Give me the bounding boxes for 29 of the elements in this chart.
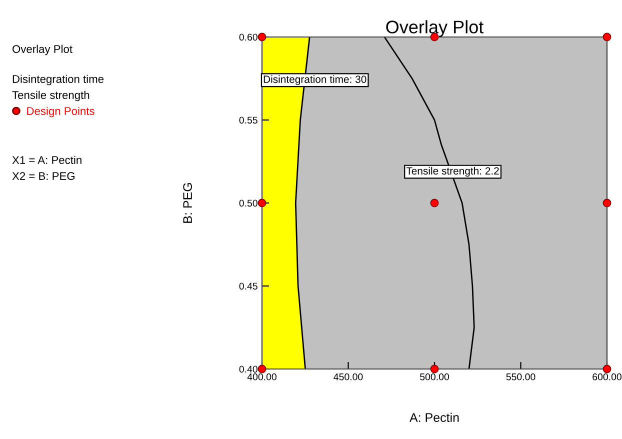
legend-label: Design Points xyxy=(27,106,94,118)
y-axis-title: B: PEG xyxy=(183,183,192,223)
chart-title: Overlay Plot xyxy=(386,20,484,37)
point xyxy=(602,364,612,374)
series-label: Disintegration time: 30 xyxy=(264,75,366,86)
y-tick-label: 0.60 xyxy=(239,34,258,41)
point xyxy=(258,32,266,42)
text: X1 = A: Pectin xyxy=(12,156,82,164)
point xyxy=(430,198,439,208)
text: X2 = B: PEG xyxy=(12,172,74,180)
series-label: Tensile strength: 2.2 xyxy=(406,166,499,177)
x-tick-label: 600.00 xyxy=(592,373,622,380)
y-tick-label: 0.40 xyxy=(239,366,258,373)
point xyxy=(430,364,439,374)
x-axis-title: A: Pectin xyxy=(410,412,459,422)
text: Tensile strength xyxy=(12,90,90,102)
y-tick-label: 0.55 xyxy=(239,116,258,124)
y-tick-label: 0.45 xyxy=(239,282,258,290)
point xyxy=(258,198,266,208)
x-tick-label: 400.00 xyxy=(247,373,276,380)
x-tick-label: 500.00 xyxy=(420,373,449,380)
point xyxy=(258,364,266,374)
text: Overlay Plot xyxy=(12,44,72,56)
text: Disintegration time xyxy=(12,74,104,86)
y-tick-label: 0.50 xyxy=(239,200,258,207)
point xyxy=(602,32,612,42)
point xyxy=(602,198,612,208)
x-tick-label: 450.00 xyxy=(334,373,363,380)
x-tick-label: 550.00 xyxy=(506,373,536,380)
